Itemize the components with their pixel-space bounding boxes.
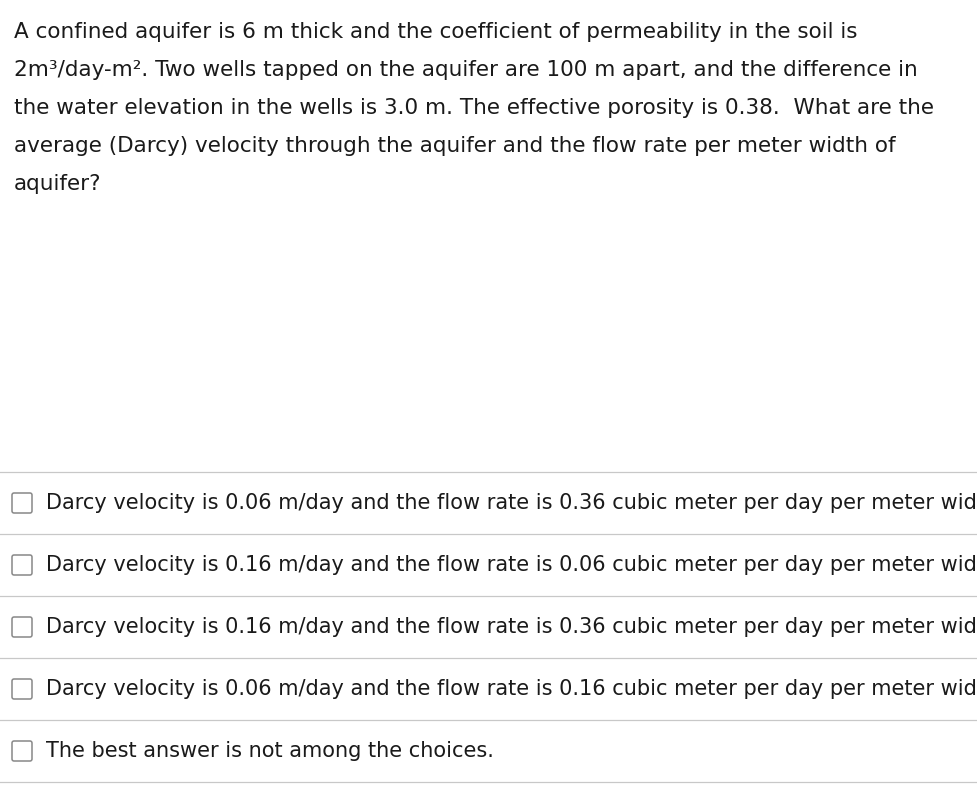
Text: aquifer?: aquifer? [14,174,102,194]
Text: Darcy velocity is 0.16 m/day and the flow rate is 0.36 cubic meter per day per m: Darcy velocity is 0.16 m/day and the flo… [46,617,977,637]
FancyBboxPatch shape [12,493,32,513]
Text: Darcy velocity is 0.06 m/day and the flow rate is 0.16 cubic meter per day per m: Darcy velocity is 0.06 m/day and the flo… [46,679,977,699]
Text: A confined aquifer is 6 m thick and the coefficient of permeability in the soil : A confined aquifer is 6 m thick and the … [14,22,858,42]
Text: the water elevation in the wells is 3.0 m. The effective porosity is 0.38.  What: the water elevation in the wells is 3.0 … [14,98,934,118]
FancyBboxPatch shape [12,741,32,761]
FancyBboxPatch shape [12,679,32,699]
Text: Darcy velocity is 0.16 m/day and the flow rate is 0.06 cubic meter per day per m: Darcy velocity is 0.16 m/day and the flo… [46,555,977,575]
Text: average (Darcy) velocity through the aquifer and the flow rate per meter width o: average (Darcy) velocity through the aqu… [14,136,896,156]
FancyBboxPatch shape [12,555,32,575]
Text: The best answer is not among the choices.: The best answer is not among the choices… [46,741,494,761]
Text: Darcy velocity is 0.06 m/day and the flow rate is 0.36 cubic meter per day per m: Darcy velocity is 0.06 m/day and the flo… [46,493,977,513]
Text: 2m³/day-m². Two wells tapped on the aquifer are 100 m apart, and the difference : 2m³/day-m². Two wells tapped on the aqui… [14,60,917,80]
FancyBboxPatch shape [12,617,32,637]
